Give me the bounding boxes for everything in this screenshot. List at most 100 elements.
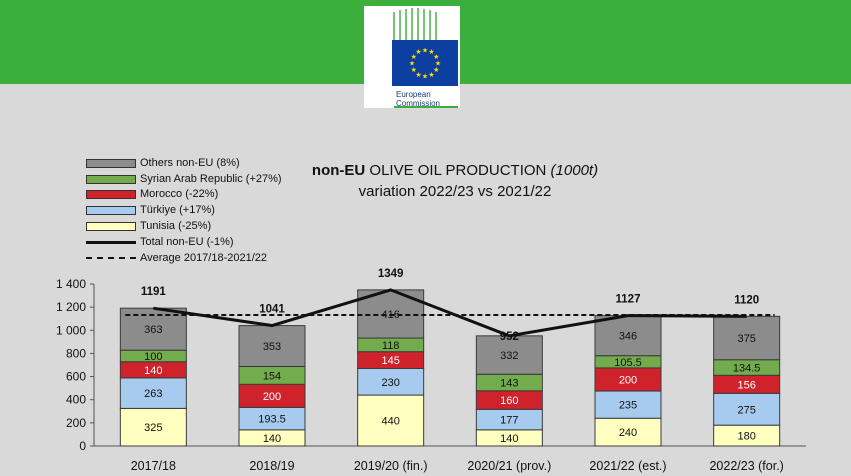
chart-title-main: OLIVE OIL PRODUCTION bbox=[365, 162, 551, 179]
total-line bbox=[153, 288, 747, 338]
legend-swatch-syria bbox=[86, 174, 136, 184]
y-tick-label: 1 000 bbox=[56, 323, 86, 337]
bar-value-label: 177 bbox=[500, 415, 518, 427]
bar-segment bbox=[238, 325, 306, 367]
bar-value-label: 235 bbox=[619, 400, 637, 412]
y-tick-label: 400 bbox=[66, 393, 86, 407]
legend-item-tunisia: Tunisia (-25%) bbox=[86, 219, 346, 233]
flag-star-icon: ★ bbox=[422, 73, 428, 81]
flag-star-icon: ★ bbox=[411, 66, 417, 74]
bar-value-label: 240 bbox=[619, 427, 637, 439]
legend-label-others: Others non-EU (8%) bbox=[140, 157, 240, 169]
chart-subtitle: variation 2022/23 vs 2021/22 bbox=[358, 183, 552, 200]
legend-label-average: Average 2017/18-2021/22 bbox=[140, 252, 268, 264]
logo-underline bbox=[394, 106, 458, 108]
bar-value-label: 200 bbox=[619, 374, 637, 386]
bar-value-label: 353 bbox=[263, 341, 281, 353]
flag-star-icon: ★ bbox=[428, 48, 434, 56]
bar-segment bbox=[475, 335, 543, 375]
bar-value-label: 118 bbox=[382, 340, 400, 352]
bar-value-label: 180 bbox=[737, 431, 755, 443]
flag-star-icon: ★ bbox=[433, 66, 439, 74]
chart-title: non-EU OLIVE OIL PRODUCTION (1000t) vari… bbox=[290, 160, 620, 202]
flag-star-icon: ★ bbox=[415, 71, 421, 79]
legend-label-tunisia: Tunisia (-25%) bbox=[140, 220, 212, 232]
bar-segment bbox=[713, 392, 781, 426]
bar-value-label: 193.5 bbox=[258, 414, 286, 426]
bar-value-label: 200 bbox=[263, 391, 281, 403]
y-tick-label: 0 bbox=[79, 439, 86, 453]
total-value-label: 1120 bbox=[734, 294, 759, 306]
bar-value-label: 105.5 bbox=[614, 357, 642, 369]
legend-swatch-morocco bbox=[86, 189, 136, 199]
legend-label-morocco: Morocco (-22%) bbox=[140, 188, 219, 200]
y-tick-label: 1 200 bbox=[56, 300, 86, 314]
bar-value-label: 275 bbox=[737, 404, 755, 416]
bar-value-label: 332 bbox=[500, 350, 518, 362]
bar-segment bbox=[594, 417, 662, 447]
bar-value-label: 325 bbox=[144, 422, 162, 434]
bar-value-label: 140 bbox=[500, 433, 518, 445]
flag-star-icon: ★ bbox=[409, 60, 415, 68]
bar-value-label: 154 bbox=[263, 370, 281, 382]
flag-star-icon: ★ bbox=[428, 71, 434, 79]
flag-star-icon: ★ bbox=[415, 48, 421, 56]
bar-value-label: 160 bbox=[500, 395, 518, 407]
bar-value-label: 363 bbox=[144, 324, 162, 336]
total-value-label: 1191 bbox=[141, 286, 167, 298]
flag-star-icon: ★ bbox=[435, 60, 441, 68]
bar-value-label: 134.5 bbox=[733, 363, 761, 375]
bar-value-label: 156 bbox=[737, 379, 755, 391]
bar-value-label: 375 bbox=[737, 333, 755, 345]
bar-value-label: 346 bbox=[619, 331, 637, 343]
bar-value-label: 100 bbox=[144, 351, 162, 363]
y-tick-label: 1 400 bbox=[56, 277, 86, 291]
legend-swatch-tunisia bbox=[86, 221, 136, 231]
bar-value-label: 143 bbox=[500, 378, 518, 390]
total-value-label: 952 bbox=[500, 331, 519, 343]
flag-star-icon: ★ bbox=[422, 47, 428, 55]
chart-title-unit: (1000t) bbox=[550, 162, 599, 179]
y-tick-label: 600 bbox=[66, 370, 86, 384]
legend-line-average bbox=[86, 257, 136, 259]
legend-item-others: Others non-EU (8%) bbox=[86, 156, 346, 170]
legend-swatch-turkiye bbox=[86, 205, 136, 215]
total-value-label: 1349 bbox=[378, 268, 404, 280]
logo-text: European Commission bbox=[396, 90, 458, 108]
legend-item-average: Average 2017/18-2021/22 bbox=[86, 251, 346, 265]
x-tick-label: 2021/22 (est.) bbox=[589, 459, 666, 473]
legend-item-total: Total non-EU (-1%) bbox=[86, 235, 346, 249]
x-tick-label: 2020/21 (prov.) bbox=[467, 459, 551, 473]
bar-value-label: 440 bbox=[381, 416, 399, 428]
legend-item-morocco: Morocco (-22%) bbox=[86, 187, 346, 201]
bar-segment bbox=[713, 315, 781, 361]
x-tick-label: 2018/19 bbox=[249, 459, 294, 473]
eu-flag-icon: ★ ★ ★ ★ ★ ★ ★ ★ ★ ★ ★ ★ bbox=[392, 40, 458, 86]
legend-label-syria: Syrian Arab Republic (+27%) bbox=[140, 173, 282, 185]
chart-title-bold: non-EU bbox=[311, 162, 366, 179]
legend-line-total bbox=[86, 240, 136, 244]
bar-segment bbox=[594, 315, 662, 357]
x-tick-label: 2017/18 bbox=[131, 459, 176, 473]
bar-segment bbox=[357, 394, 425, 447]
y-tick-label: 200 bbox=[66, 416, 86, 430]
bar-segment bbox=[119, 377, 187, 409]
legend-swatch-others bbox=[86, 158, 136, 168]
bar-value-label: 140 bbox=[144, 365, 162, 377]
bar-value-label: 263 bbox=[144, 388, 162, 400]
logo-stripes-icon bbox=[393, 8, 437, 40]
logo-line2: Commission bbox=[396, 99, 441, 108]
logo-line1: European bbox=[396, 90, 431, 99]
total-value-label: 1127 bbox=[616, 294, 641, 306]
bar-value-label: 145 bbox=[381, 355, 399, 367]
x-tick-label: 2019/20 (fin.) bbox=[354, 459, 428, 473]
total-value-label: 1041 bbox=[259, 304, 285, 316]
y-tick-label: 800 bbox=[66, 346, 86, 360]
bar-value-label: 140 bbox=[263, 433, 281, 445]
bar-value-label: 230 bbox=[381, 377, 399, 389]
legend-label-total: Total non-EU (-1%) bbox=[140, 236, 234, 248]
flag-star-icon: ★ bbox=[411, 53, 417, 61]
flag-star-icon: ★ bbox=[433, 53, 439, 61]
legend-item-turkiye: Türkiye (+17%) bbox=[86, 203, 346, 217]
